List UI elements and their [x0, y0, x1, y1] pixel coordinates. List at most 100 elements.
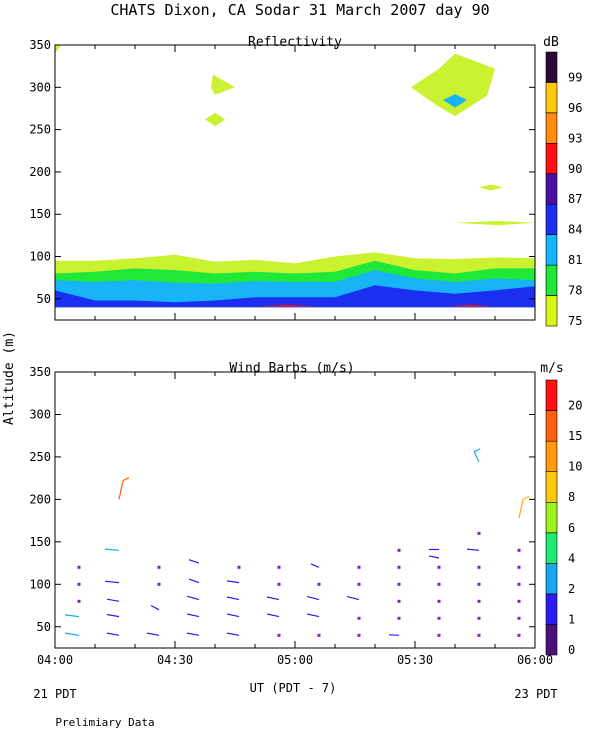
wind-colorbar-label-10: 10	[568, 460, 582, 474]
reflectivity-patch-7	[455, 221, 535, 226]
wind-barb-33	[306, 596, 320, 601]
x-tick-label-0430: 04:30	[157, 653, 193, 667]
wind-barb-12	[146, 632, 160, 636]
wind-barb-41	[388, 634, 400, 636]
reflectivity-colorbar-label-96: 96	[568, 101, 582, 115]
reflectivity-colorbar-swatch-96	[545, 82, 558, 114]
x-tick-label-0500: 05:00	[277, 653, 313, 667]
calm-wind-marker-46	[397, 548, 401, 552]
wind-plot-frame	[54, 371, 536, 649]
calm-wind-marker-63	[517, 616, 521, 620]
reflectivity-ytick-label-200: 200	[29, 165, 51, 179]
wind-barb-52	[428, 555, 440, 559]
reflectivity-patch-6	[479, 184, 503, 191]
reflectivity-colorbar-label-81: 81	[568, 253, 582, 267]
wind-barb-28	[266, 596, 280, 601]
reflectivity-patch-4	[411, 53, 495, 117]
wind-barb-19	[188, 578, 200, 584]
wind-barb-6	[106, 632, 120, 636]
calm-wind-marker-4	[77, 582, 81, 586]
wind-barbs-title: Wind Barbs (m/s)	[229, 361, 354, 376]
ms-unit-label: m/s	[540, 361, 563, 376]
wind-barb-10	[104, 548, 120, 551]
wind-colorbar-label-1: 1	[568, 612, 575, 626]
wind-colorbar-label-8: 8	[568, 490, 575, 504]
calm-wind-marker-5	[77, 565, 81, 569]
calm-wind-marker-29	[277, 582, 281, 586]
reflectivity-title: Reflectivity	[248, 35, 342, 50]
x-tick-label-0400: 04:00	[37, 653, 73, 667]
wind-barb-9	[104, 580, 120, 584]
wind-colorbar-swatch-8	[545, 471, 558, 503]
wind-barb-35	[310, 563, 320, 568]
reflectivity-colorbar-label-84: 84	[568, 223, 582, 237]
wind-ytick-label-350: 350	[29, 365, 51, 379]
wind-barb-32	[306, 613, 320, 618]
reflectivity-colorbar: 75 78 81 84 87 90 93 96 99	[545, 51, 582, 328]
calm-wind-marker-48	[437, 616, 441, 620]
wind-colorbar-swatch-4	[545, 532, 558, 564]
calm-wind-marker-25	[237, 565, 241, 569]
calm-wind-marker-36	[357, 633, 361, 637]
calm-wind-marker-64	[517, 599, 521, 603]
calm-wind-marker-15	[157, 565, 161, 569]
wind-barb-59	[466, 548, 480, 551]
calm-wind-marker-45	[397, 565, 401, 569]
calm-wind-marker-42	[397, 616, 401, 620]
reflectivity-colorbar-label-90: 90	[568, 162, 582, 176]
reflectivity-patch-3	[205, 112, 225, 127]
reflectivity-patch-5	[443, 94, 467, 108]
calm-wind-marker-57	[477, 582, 481, 586]
wind-ytick-label-100: 100	[29, 577, 51, 591]
x-tick-label-0600: 06:00	[517, 653, 553, 667]
wind-colorbar-swatch-0	[545, 624, 558, 656]
wind-barb-68	[518, 499, 524, 519]
calm-wind-marker-50	[437, 582, 441, 586]
reflectivity-patch-8	[255, 304, 319, 307]
wind-barb-8	[106, 598, 120, 602]
reflectivity-colorbar-swatch-93	[545, 112, 558, 144]
calm-wind-marker-31	[317, 633, 321, 637]
dB-unit-label: dB	[543, 35, 559, 50]
wind-colorbar-swatch-10	[545, 440, 558, 473]
reflectivity-colorbar-label-78: 78	[568, 284, 582, 298]
reflectivity-ytick-label-350: 350	[29, 38, 51, 52]
wind-colorbar-swatch-2	[545, 562, 558, 595]
wind-colorbar-label-6: 6	[568, 521, 575, 535]
wind-barb-flag-11	[122, 477, 130, 482]
wind-colorbar-label-20: 20	[568, 399, 582, 413]
calm-wind-marker-47	[437, 633, 441, 637]
calm-wind-marker-65	[517, 582, 521, 586]
reflectivity-colorbar-swatch-84	[545, 203, 558, 235]
reflectivity-ytick-label-250: 250	[29, 123, 51, 137]
reflectivity-colorbar-swatch-78	[545, 264, 558, 296]
reflectivity-ytick-label-100: 100	[29, 250, 51, 264]
wind-barb-38	[346, 596, 360, 601]
x-axis-label: UT (PDT - 7)	[250, 681, 337, 695]
wind-barb-23	[226, 596, 240, 601]
wind-barb-13	[150, 604, 160, 611]
calm-wind-marker-39	[357, 582, 361, 586]
calm-wind-marker-14	[157, 582, 161, 586]
calm-wind-marker-40	[357, 565, 361, 569]
reflectivity-colorbar-swatch-75	[545, 295, 558, 327]
wind-barb-16	[186, 632, 200, 636]
x-tick-label-0530: 05:30	[397, 653, 433, 667]
calm-wind-marker-66	[517, 565, 521, 569]
wind-barb-2	[64, 614, 80, 618]
x-axis-tick-labels: 04:00 04:30 05:00 05:30 06:00	[37, 653, 553, 667]
wind-colorbar-swatch-20	[545, 379, 558, 411]
wind-ytick-label-150: 150	[29, 535, 51, 549]
y-axis-label: Altitude (m)	[2, 331, 17, 425]
calm-wind-marker-49	[437, 599, 441, 603]
calm-wind-marker-26	[277, 633, 281, 637]
wind-barb-20	[188, 559, 200, 564]
wind-colorbar-swatch-6	[545, 501, 558, 534]
reflectivity-colorbar-label-93: 93	[568, 131, 582, 145]
reflectivity-layer-84dB	[55, 285, 535, 308]
wind-barb-11	[118, 480, 124, 500]
right-date-label: 23 PDT	[514, 687, 557, 701]
reflectivity-colorbar-label-87: 87	[568, 192, 582, 206]
wind-barb-27	[266, 613, 280, 618]
